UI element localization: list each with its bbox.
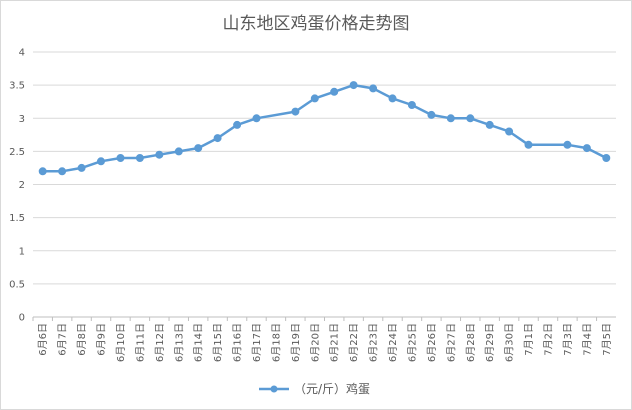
x-tick-label: 6月11日 [134, 323, 146, 362]
x-tick-label: 6月29日 [484, 323, 496, 362]
data-point [349, 81, 358, 90]
x-tick-label: 6月25日 [406, 323, 418, 362]
data-point [369, 84, 378, 93]
x-tick-label: 6月23日 [368, 323, 380, 362]
x-tick-label: 6月24日 [387, 323, 399, 362]
data-point [427, 110, 436, 119]
x-tick-label: 6月18日 [270, 323, 282, 362]
x-tick-label: 7月2日 [542, 323, 554, 356]
data-point [407, 101, 416, 109]
gridlines [33, 51, 616, 318]
data-point [446, 114, 455, 123]
data-point [58, 167, 67, 176]
data-point [213, 134, 222, 143]
y-tick-label: 3 [19, 114, 25, 125]
data-point [466, 114, 475, 123]
x-axis-ticks: 6月6日 6月7日 6月8日 6月9日 6月10日 6月11日 6月12日 6月13日 6月14… [32, 317, 613, 362]
x-tick-label: 6月12日 [154, 323, 166, 362]
data-point [582, 144, 591, 153]
y-tick-label: 3.5 [9, 81, 25, 92]
x-tick-label: 6月14日 [193, 323, 205, 362]
data-point [135, 154, 144, 162]
x-tick-label: 6月9日 [96, 323, 108, 356]
x-tick-label: 6月10日 [115, 323, 127, 362]
data-point [252, 114, 261, 123]
legend: （元/斤）鸡蛋 [259, 381, 370, 396]
data-point [174, 147, 183, 156]
data-point [155, 150, 164, 159]
y-tick-label: 4 [19, 48, 25, 59]
y-tick-label: 2.5 [9, 147, 25, 158]
data-point [505, 127, 514, 136]
data-point [485, 120, 494, 129]
data-point [194, 144, 203, 153]
data-point [116, 154, 125, 162]
series-layer [38, 81, 611, 176]
x-tick-label: 6月19日 [290, 323, 302, 362]
x-tick-label: 6月7日 [57, 323, 69, 356]
y-tick-label: 1 [19, 246, 25, 257]
data-point [524, 140, 533, 149]
data-point [310, 94, 319, 103]
x-tick-label: 6月16日 [232, 323, 244, 362]
chart-title: 山东地区鸡蛋价格走势图 [223, 14, 410, 34]
x-tick-label: 6月22日 [348, 323, 360, 362]
x-tick-label: 6月17日 [251, 323, 263, 362]
x-tick-label: 6月27日 [445, 323, 457, 362]
x-tick-label: 7月3日 [562, 323, 574, 356]
data-point [38, 167, 47, 176]
x-tick-label: 7月5日 [601, 323, 613, 356]
y-tick-label: 1.5 [9, 213, 25, 224]
data-point [233, 120, 242, 129]
x-tick-label: 6月8日 [76, 323, 88, 356]
series-line [42, 83, 607, 173]
data-point [602, 154, 611, 162]
x-tick-label: 6月15日 [212, 323, 224, 362]
data-point [97, 157, 105, 166]
x-tick-label: 7月4日 [581, 323, 593, 356]
data-point [291, 107, 300, 116]
x-tick-label: 6月28日 [465, 323, 477, 362]
y-tick-label: 0 [19, 313, 25, 324]
data-point [330, 87, 339, 96]
legend-dot-marker [270, 385, 278, 393]
x-tick-label: 6月20日 [309, 323, 321, 362]
x-tick-label: 6月6日 [37, 323, 49, 356]
x-tick-label: 6月13日 [173, 323, 185, 362]
data-point [77, 163, 86, 172]
x-tick-label: 6月21日 [329, 323, 341, 362]
data-point [563, 140, 572, 149]
legend-label: （元/斤）鸡蛋 [294, 381, 370, 396]
x-tick-label: 6月26日 [426, 323, 438, 362]
y-tick-label: 0.5 [9, 279, 25, 290]
y-axis-ticks: 0 0.5 1 1.5 2 2.5 3 3.5 4 [9, 48, 25, 324]
x-tick-label: 7月1日 [523, 323, 535, 356]
x-tick-label: 6月30日 [504, 323, 516, 362]
y-tick-label: 2 [19, 180, 25, 191]
data-point [388, 94, 397, 103]
